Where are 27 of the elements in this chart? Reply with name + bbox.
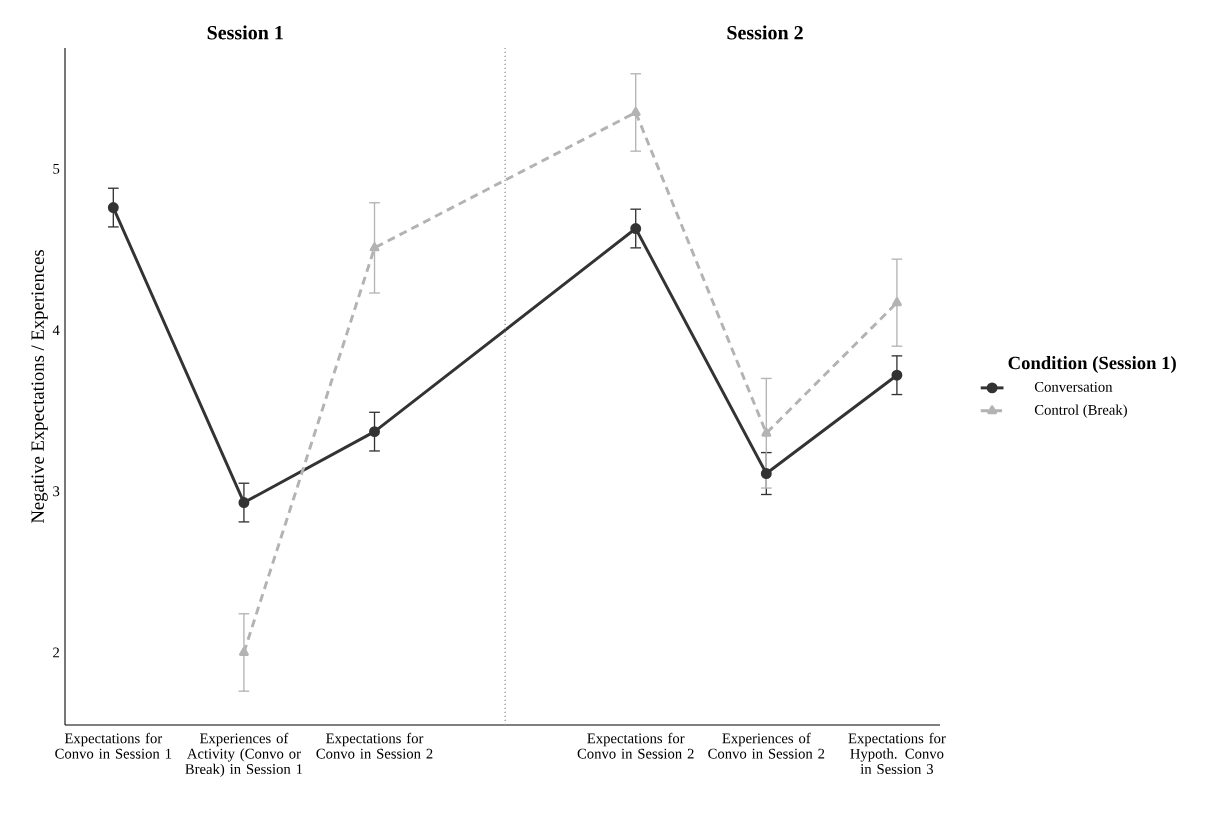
y-tick-label: 5 <box>53 164 60 174</box>
x-tick-label: Expectations for Convo in Session 1 <box>55 732 172 759</box>
point <box>107 202 119 214</box>
point <box>630 107 641 116</box>
point <box>238 646 249 656</box>
x-tick-label: Expectations for Hypoth. Convo in Session 3 <box>848 732 946 774</box>
legend-label: Control (Break) <box>1034 404 1127 418</box>
y-tick-label: 2 <box>53 647 60 658</box>
y-tick-label: 4 <box>52 325 60 335</box>
point <box>630 223 642 234</box>
point <box>891 297 902 307</box>
text: Session 2 <box>727 25 803 40</box>
point <box>760 468 772 480</box>
x-tick-label: Expectations for Convo in Session 2 <box>316 732 433 759</box>
point <box>761 427 772 437</box>
point <box>238 497 250 509</box>
point <box>369 242 380 252</box>
x-tick-label: Expectations for Convo in Session 2 <box>577 732 694 759</box>
point <box>891 369 903 381</box>
legend-title: Condition (Session 1) <box>1008 356 1176 374</box>
point <box>369 426 380 438</box>
x-tick-label: Experiences of Activity (Convo or Break) in Session 1 <box>185 732 303 777</box>
text: Session 1 <box>207 25 283 40</box>
legend-label: Conversation <box>1034 381 1113 392</box>
y-tick-label: 3 <box>53 486 60 497</box>
y-axis-title: Negative Expectations / Experiences <box>31 250 48 524</box>
x-tick-label: Experiences of Convo in Session 2 <box>708 732 825 759</box>
